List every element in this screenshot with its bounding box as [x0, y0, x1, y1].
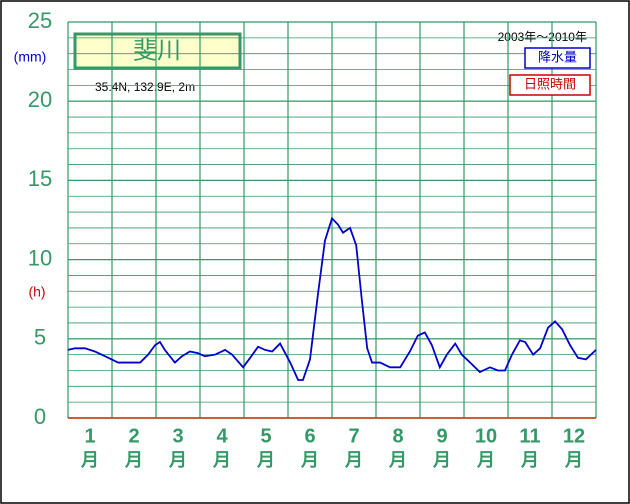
- x-tick-label: 5: [260, 425, 271, 447]
- y-tick-label: 25: [28, 8, 52, 33]
- legend-label: 日照時間: [524, 76, 576, 91]
- x-tick-suffix: 月: [300, 450, 319, 470]
- x-tick-suffix: 月: [520, 450, 539, 470]
- x-tick-suffix: 月: [168, 450, 187, 470]
- x-tick-suffix: 月: [388, 450, 407, 470]
- x-tick-label: 4: [216, 425, 228, 447]
- x-tick-label: 12: [563, 425, 585, 447]
- x-tick-suffix: 月: [256, 450, 275, 470]
- y2-unit: (h): [28, 284, 45, 300]
- x-tick-label: 6: [304, 425, 315, 447]
- x-tick-suffix: 月: [564, 450, 583, 470]
- x-tick-label: 3: [172, 425, 183, 447]
- title-box: [73, 32, 242, 70]
- x-tick-label: 10: [475, 425, 497, 447]
- x-tick-label: 9: [436, 425, 447, 447]
- x-tick-label: 1: [84, 425, 95, 447]
- x-tick-suffix: 月: [124, 450, 143, 470]
- legend-box: [509, 74, 591, 96]
- x-tick-suffix: 月: [476, 450, 495, 470]
- legend-box: [524, 47, 591, 69]
- y-tick-label: 5: [34, 325, 46, 350]
- x-tick-label: 2: [128, 425, 139, 447]
- x-tick-suffix: 月: [344, 450, 363, 470]
- x-tick-suffix: 月: [432, 450, 451, 470]
- line: [67, 216, 597, 381]
- x-tick-label: 7: [348, 425, 359, 447]
- x-tick-suffix: 月: [80, 450, 99, 470]
- x-tick-suffix: 月: [212, 450, 231, 470]
- y-tick-label: 10: [28, 245, 52, 270]
- x-tick-label: 11: [519, 425, 540, 447]
- chart-title: 斐川: [133, 37, 181, 64]
- legend-label: 降水量: [538, 49, 577, 64]
- location: 35.4N, 132.9E, 2m: [95, 80, 195, 94]
- y-tick-label: 20: [28, 87, 52, 112]
- x-tick-label: 8: [392, 425, 403, 447]
- y-tick-label: 15: [28, 166, 52, 191]
- y-tick-label: 0: [34, 404, 46, 429]
- period: 2003年～2010年: [498, 30, 587, 44]
- y-unit: (mm): [14, 49, 47, 65]
